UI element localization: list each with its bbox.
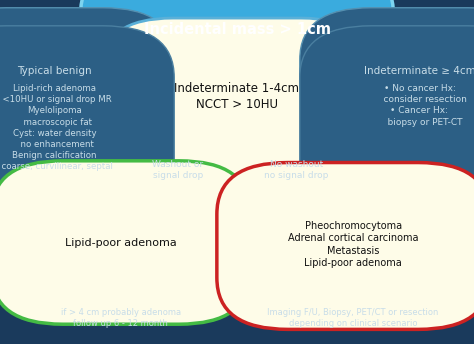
Text: Indeterminate ≥ 4cm: Indeterminate ≥ 4cm (364, 65, 474, 76)
Text: Washout or
signal drop: Washout or signal drop (152, 160, 203, 180)
Text: No washout
no signal drop: No washout no signal drop (264, 160, 328, 180)
Text: Pheochromocytoma
Adrenal cortical carcinoma
Metastasis
Lipid-poor adenoma: Pheochromocytoma Adrenal cortical carcin… (288, 221, 419, 268)
FancyBboxPatch shape (300, 8, 474, 133)
Text: if > 4 cm probably adenoma
follow up 6 - 12 month: if > 4 cm probably adenoma follow up 6 -… (61, 308, 181, 328)
FancyBboxPatch shape (217, 163, 474, 330)
Text: Indeterminate 1-4cm
NCCT > 10HU: Indeterminate 1-4cm NCCT > 10HU (174, 82, 300, 111)
FancyBboxPatch shape (81, 0, 393, 96)
FancyBboxPatch shape (0, 26, 174, 273)
FancyBboxPatch shape (0, 161, 250, 324)
FancyBboxPatch shape (0, 8, 174, 133)
Text: Lipid-rich adenoma
  <10HU or signal drop MR
Myelolipoma
  macroscopic fat
Cyst:: Lipid-rich adenoma <10HU or signal drop … (0, 84, 113, 171)
Text: • No cancer Hx:
    consider resection
• Cancer Hx:
    biopsy or PET-CT: • No cancer Hx: consider resection • Can… (372, 84, 467, 127)
Text: Lipid-poor adenoma: Lipid-poor adenoma (65, 237, 177, 248)
Text: Typical benign: Typical benign (17, 65, 92, 76)
Text: Imaging F/U, Biopsy, PET/CT or resection
depending on clinical scenario: Imaging F/U, Biopsy, PET/CT or resection… (267, 308, 439, 328)
Text: Incidental mass > 1cm: Incidental mass > 1cm (144, 22, 330, 37)
FancyBboxPatch shape (300, 26, 474, 229)
FancyBboxPatch shape (102, 18, 372, 175)
